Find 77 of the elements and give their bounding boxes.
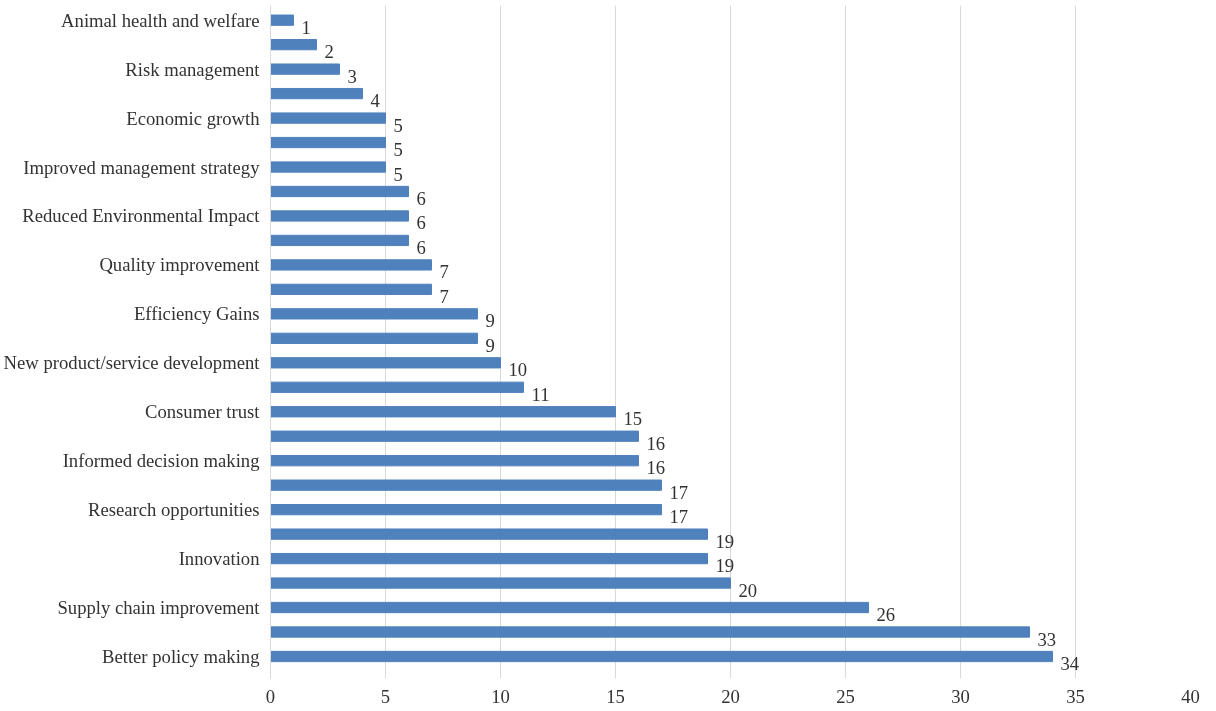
bar [270,234,409,247]
x-tick-label: 35 [1066,685,1085,707]
y-tick-label: Improved management strategy [23,156,261,178]
data-label: 2 [324,41,334,63]
bar [270,112,386,124]
bar [270,161,386,173]
bar [270,479,662,491]
bar [270,552,708,565]
y-tick-label: Better policy making [102,645,260,667]
bar [270,308,478,320]
x-tick-label: 40 [1181,685,1200,707]
y-tick-label: Economic growth [126,107,261,129]
bar [270,283,432,296]
y-tick-label: Efficiency Gains [133,303,260,325]
y-tick-label: New product/service development [3,352,261,374]
y-tick-label: Risk management [125,58,261,80]
bar [270,332,478,344]
data-label: 34 [1060,652,1080,674]
data-label: 15 [623,408,643,430]
data-label: 9 [485,334,495,356]
bar [270,650,1053,663]
x-tick-label: 30 [951,685,970,707]
data-label: 26 [876,604,896,626]
data-label: 10 [508,359,528,381]
bar [270,87,363,100]
data-label: 7 [439,285,449,307]
data-label: 1 [301,16,311,38]
data-label: 17 [669,481,689,503]
data-label: 7 [439,261,449,283]
bar [270,430,639,442]
bar [270,210,409,222]
data-label: 20 [738,579,758,601]
bar [270,455,639,467]
data-label: 9 [485,310,495,332]
bar [270,577,731,589]
data-label: 11 [531,383,550,405]
bar [270,39,317,51]
x-tick-label: 20 [721,685,740,707]
data-label: 19 [715,530,735,552]
x-tick-label: 15 [606,685,625,707]
bar [270,626,1030,638]
data-label: 6 [416,187,426,209]
bar [270,504,662,516]
bar [270,381,524,393]
y-tick-label: Innovation [178,548,261,570]
data-label: 6 [416,236,426,258]
bar [270,528,708,540]
y-tick-label: Animal health and welfare [61,9,260,31]
data-label: 5 [393,163,403,185]
bar [270,357,501,369]
x-tick-label: 5 [380,685,391,707]
bar [270,185,409,198]
bar [270,136,386,149]
bar [270,601,869,614]
data-label: 16 [646,432,666,454]
x-tick-label: 10 [491,685,510,707]
bar [270,406,616,418]
data-label: 5 [393,139,403,161]
x-tick-label: 0 [265,685,276,707]
data-label: 16 [646,457,666,479]
data-label: 3 [347,65,357,87]
data-label: 5 [393,114,403,136]
data-label: 4 [370,90,381,112]
y-tick-label: Quality improvement [99,254,261,276]
data-label: 6 [416,212,426,234]
y-tick-label: Informed decision making [62,450,260,472]
y-tick-label: Reduced Environmental Impact [22,205,261,227]
data-label: 17 [669,506,689,528]
y-tick-label: Supply chain improvement [57,597,261,619]
bar [270,259,432,271]
y-tick-label: Research opportunities [88,499,260,521]
data-label: 33 [1037,628,1057,650]
bar [270,14,294,26]
y-tick-label: Consumer trust [144,401,261,423]
bar [270,63,340,75]
x-tick-label: 25 [836,685,855,707]
data-label: 19 [715,555,735,577]
